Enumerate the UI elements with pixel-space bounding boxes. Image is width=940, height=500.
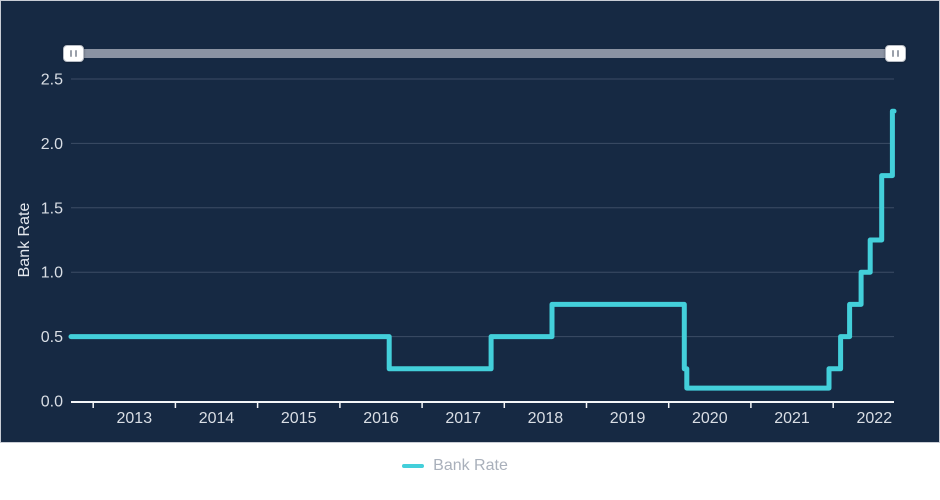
y-tick-label: 1.0: [41, 265, 63, 282]
x-tick-label: 2017: [445, 410, 481, 427]
y-tick-label: 0.0: [41, 394, 63, 411]
bank-rate-series-line[interactable]: [68, 108, 897, 391]
navigator-track[interactable]: [67, 49, 903, 58]
navigator-handle-left[interactable]: [63, 45, 84, 62]
y-tick-label: 2.5: [41, 72, 63, 89]
legend-line-swatch: [402, 464, 425, 468]
x-tick-label: 2015: [281, 410, 317, 427]
bank-rate-chart: 0.0 0.5 1.0 1.5 2.0 2.5 Bank Rate 2013 2014 2015 2…: [16, 72, 897, 427]
chart-panel: 0.0 0.5 1.0 1.5 2.0 2.5 Bank Rate 2013 2014 2015 2…: [0, 0, 940, 443]
drag-grip-icon: [891, 50, 901, 57]
x-tick-label: 2021: [774, 410, 810, 427]
range-navigator: [1, 44, 939, 64]
legend-item-bank-rate[interactable]: Bank Rate: [402, 457, 508, 475]
y-axis-title: Bank Rate: [16, 203, 33, 278]
legend: Bank Rate: [0, 443, 940, 500]
y-tick-label: 0.5: [41, 329, 63, 346]
navigator-handle-right[interactable]: [885, 45, 906, 62]
x-tick-label: 2020: [692, 410, 728, 427]
y-tick-label: 1.5: [41, 200, 63, 217]
x-tick-label: 2018: [528, 410, 564, 427]
x-tick-label: 2016: [363, 410, 399, 427]
legend-label: Bank Rate: [433, 457, 508, 474]
x-tick-label: 2014: [199, 410, 235, 427]
x-tick-label: 2022: [857, 410, 893, 427]
y-tick-label: 2.0: [41, 136, 63, 153]
drag-grip-icon: [69, 50, 79, 57]
x-tick-label: 2019: [610, 410, 646, 427]
x-tick-label: 2013: [117, 410, 153, 427]
